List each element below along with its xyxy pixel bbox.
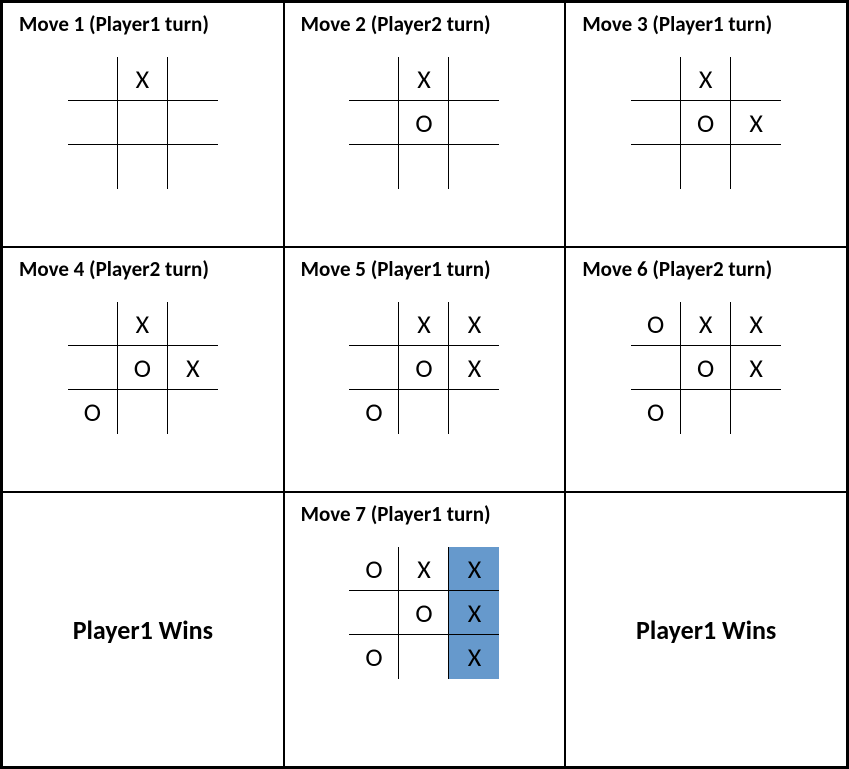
cell-0-2 <box>449 57 499 101</box>
cell-0-1: X <box>681 57 731 101</box>
cell-1-2 <box>168 101 218 145</box>
cell-0-2: X <box>731 302 781 346</box>
cell-0-2: X <box>449 547 499 591</box>
cell-1-2: X <box>168 346 218 390</box>
cell-2-2 <box>449 390 499 434</box>
cell-0-0 <box>631 57 681 101</box>
move-panel-6: Move 6 (Player2 turn) O X X O X O <box>565 247 847 492</box>
move-panel-4: Move 4 (Player2 turn) X O X O <box>2 247 284 492</box>
cell-1-0 <box>349 101 399 145</box>
cell-1-1: O <box>118 346 168 390</box>
move-panel-5: Move 5 (Player1 turn) X X O X O <box>284 247 566 492</box>
cell-2-1 <box>118 390 168 434</box>
cell-1-1: O <box>681 101 731 145</box>
cell-2-2: X <box>449 635 499 679</box>
cell-1-2: X <box>731 346 781 390</box>
cell-2-0 <box>349 145 399 189</box>
cell-1-1: O <box>399 346 449 390</box>
cell-0-1: X <box>118 57 168 101</box>
move-title: Move 7 (Player1 turn) <box>301 501 491 527</box>
move-panel-1: Move 1 (Player1 turn) X <box>2 2 284 247</box>
cell-0-0: O <box>349 547 399 591</box>
cell-0-2: X <box>449 302 499 346</box>
cell-2-2 <box>731 390 781 434</box>
move-title: Move 1 (Player1 turn) <box>19 11 209 37</box>
cell-0-0 <box>68 302 118 346</box>
result-panel-right: Player1 Wins <box>565 492 847 767</box>
cell-1-0 <box>631 346 681 390</box>
move-title: Move 2 (Player2 turn) <box>301 11 491 37</box>
move-title: Move 3 (Player1 turn) <box>582 11 772 37</box>
game-grid: Move 1 (Player1 turn) X Move 2 (Player2 … <box>0 0 849 769</box>
cell-1-2: X <box>449 346 499 390</box>
cell-1-0 <box>68 101 118 145</box>
result-panel-left: Player1 Wins <box>2 492 284 767</box>
cell-0-1: X <box>118 302 168 346</box>
move-title: Move 4 (Player2 turn) <box>19 256 209 282</box>
tictactoe-board: X X O X O <box>349 302 499 434</box>
cell-1-2: X <box>731 101 781 145</box>
cell-0-0 <box>68 57 118 101</box>
tictactoe-board: X O X <box>631 57 781 189</box>
cell-1-1: O <box>681 346 731 390</box>
cell-1-1: O <box>399 591 449 635</box>
cell-0-0 <box>349 57 399 101</box>
cell-2-1 <box>681 145 731 189</box>
tictactoe-board: O X X O X O X <box>349 547 499 679</box>
cell-0-2 <box>168 302 218 346</box>
move-title: Move 6 (Player2 turn) <box>582 256 772 282</box>
cell-2-1 <box>399 635 449 679</box>
tictactoe-board: O X X O X O <box>631 302 781 434</box>
cell-2-2 <box>168 390 218 434</box>
cell-0-1: X <box>399 547 449 591</box>
cell-2-1 <box>681 390 731 434</box>
cell-0-1: X <box>399 302 449 346</box>
tictactoe-board: X <box>68 57 218 189</box>
cell-2-2 <box>168 145 218 189</box>
cell-0-0 <box>349 302 399 346</box>
move-panel-7: Move 7 (Player1 turn) O X X O X O X <box>284 492 566 767</box>
cell-0-1: X <box>399 57 449 101</box>
cell-2-1 <box>399 390 449 434</box>
cell-1-1: O <box>399 101 449 145</box>
cell-0-2 <box>731 57 781 101</box>
cell-1-0 <box>68 346 118 390</box>
tictactoe-board: X O <box>349 57 499 189</box>
tictactoe-board: X O X O <box>68 302 218 434</box>
cell-2-0: O <box>349 390 399 434</box>
cell-2-0: O <box>349 635 399 679</box>
cell-1-0 <box>631 101 681 145</box>
cell-2-0 <box>68 145 118 189</box>
cell-1-2: X <box>449 591 499 635</box>
cell-2-2 <box>731 145 781 189</box>
cell-2-0: O <box>631 390 681 434</box>
result-text: Player1 Wins <box>636 614 776 646</box>
cell-1-0 <box>349 346 399 390</box>
cell-1-1 <box>118 101 168 145</box>
move-title: Move 5 (Player1 turn) <box>301 256 491 282</box>
move-panel-2: Move 2 (Player2 turn) X O <box>284 2 566 247</box>
cell-2-1 <box>399 145 449 189</box>
cell-0-2 <box>168 57 218 101</box>
cell-2-0: O <box>68 390 118 434</box>
move-panel-3: Move 3 (Player1 turn) X O X <box>565 2 847 247</box>
cell-1-2 <box>449 101 499 145</box>
result-text: Player1 Wins <box>73 614 213 646</box>
cell-1-0 <box>349 591 399 635</box>
cell-2-2 <box>449 145 499 189</box>
cell-0-1: X <box>681 302 731 346</box>
cell-2-1 <box>118 145 168 189</box>
cell-2-0 <box>631 145 681 189</box>
cell-0-0: O <box>631 302 681 346</box>
